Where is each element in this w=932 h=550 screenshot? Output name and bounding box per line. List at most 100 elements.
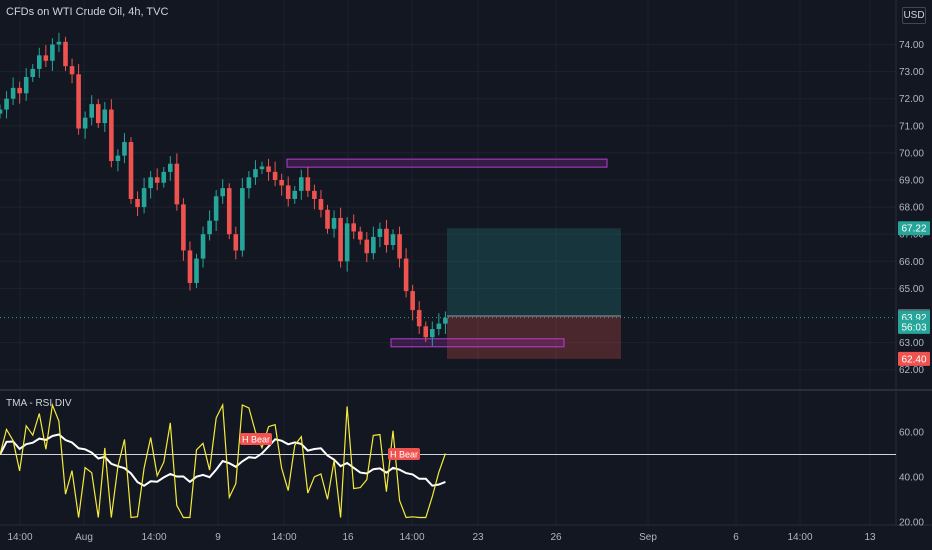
candle-body <box>154 177 160 183</box>
y-tick-label: 63.00 <box>899 338 924 349</box>
y-tick-label: 65.00 <box>899 284 924 295</box>
candle-body <box>377 228 383 237</box>
candle-body <box>351 223 356 232</box>
candle-body <box>344 223 350 262</box>
x-tick-label: 14:00 <box>7 532 32 543</box>
candle-body <box>56 41 62 45</box>
candle-body <box>318 198 324 210</box>
candle-body <box>226 188 232 235</box>
rsi-ma-line <box>0 433 446 487</box>
price-badge-label: 63.92 <box>901 313 926 324</box>
candle-body <box>384 228 389 246</box>
candle-body <box>69 66 75 75</box>
candle-body <box>213 196 219 221</box>
candle-body <box>338 217 343 262</box>
candle-body <box>95 104 101 124</box>
candle-body <box>357 231 363 240</box>
candle-body <box>371 236 376 254</box>
candle-body <box>390 234 396 246</box>
candle-body <box>325 209 330 229</box>
candle-body <box>82 117 88 129</box>
candle-body <box>312 190 317 199</box>
candle-body <box>397 234 402 259</box>
candle-body <box>76 74 81 129</box>
candle-body <box>128 142 134 199</box>
divergence-badge <box>240 433 272 445</box>
candle-body <box>246 177 252 189</box>
x-tick-label: 9 <box>215 532 221 543</box>
candle-body <box>174 163 180 205</box>
chart-title: CFDs on WTI Crude Oil, 4h, TVC <box>6 6 169 18</box>
candle-body <box>10 87 16 99</box>
y-tick-label: 74.00 <box>899 40 924 51</box>
divergence-badge <box>388 448 420 460</box>
y-tick-label: 73.00 <box>899 67 924 78</box>
candle-body <box>220 188 225 197</box>
candle-body <box>181 204 186 251</box>
candle-body <box>4 98 9 110</box>
x-tick-label: 26 <box>550 532 562 543</box>
candle-body <box>272 171 278 180</box>
candle-body <box>115 155 121 162</box>
target-zone <box>447 228 621 317</box>
candle-body <box>410 291 415 311</box>
price-badge <box>898 319 930 334</box>
x-tick-label: 14:00 <box>399 532 424 543</box>
divergence-label: H Bear <box>242 435 270 445</box>
indicator-title: TMA - RSI DIV <box>6 398 72 409</box>
candle-body <box>233 234 239 251</box>
candle-body <box>23 77 29 94</box>
candle-body <box>279 180 284 186</box>
y-tick-label: 72.00 <box>899 94 924 105</box>
rsi-tick-label: 60.00 <box>899 428 924 439</box>
zone-box <box>286 158 608 168</box>
y-tick-label: 70.00 <box>899 148 924 159</box>
rsi-line <box>0 402 446 519</box>
rsi-tick-label: 40.00 <box>899 473 924 484</box>
candle-body <box>135 198 140 208</box>
zone-box <box>390 338 565 348</box>
y-tick-label: 71.00 <box>899 121 924 132</box>
candle-body <box>443 317 448 324</box>
candle-body <box>403 258 409 292</box>
candle-body <box>207 220 212 235</box>
candle-body <box>187 250 193 283</box>
candle-body <box>17 87 22 94</box>
x-tick-label: 14:00 <box>271 532 296 543</box>
candle-body <box>168 163 173 172</box>
x-tick-label: 14:00 <box>141 532 166 543</box>
candle-body <box>148 177 153 189</box>
y-tick-label: 62.00 <box>899 365 924 376</box>
candle-body <box>43 55 49 61</box>
stop-zone <box>447 316 621 359</box>
candle-body <box>430 329 435 338</box>
candle-body <box>299 177 304 191</box>
candle-body <box>259 166 265 170</box>
y-tick-label: 68.00 <box>899 203 924 214</box>
y-tick-label: 66.00 <box>899 257 924 268</box>
divergence-label: H Bear <box>390 450 418 460</box>
candle-body <box>240 188 245 251</box>
candle-body <box>63 41 68 67</box>
candle-body <box>436 323 442 330</box>
candle-body <box>292 190 298 199</box>
candle-body <box>50 44 55 61</box>
price-badge-label: 56:03 <box>901 322 926 333</box>
candle-body <box>89 104 94 118</box>
candle-body <box>305 177 311 191</box>
candle-body <box>331 217 337 229</box>
x-tick-label: Sep <box>639 532 657 543</box>
currency-selector[interactable]: USD <box>902 7 926 24</box>
candle-body <box>423 326 429 338</box>
x-tick-label: 13 <box>864 532 876 543</box>
candle-body <box>200 234 206 259</box>
rsi-tick-label: 20.00 <box>899 518 924 529</box>
candle-body <box>194 258 199 283</box>
x-tick-label: 16 <box>342 532 354 543</box>
candle-body <box>109 109 114 162</box>
candle-body <box>102 109 108 124</box>
x-tick-label: Aug <box>75 532 93 543</box>
candle-body <box>364 239 370 254</box>
